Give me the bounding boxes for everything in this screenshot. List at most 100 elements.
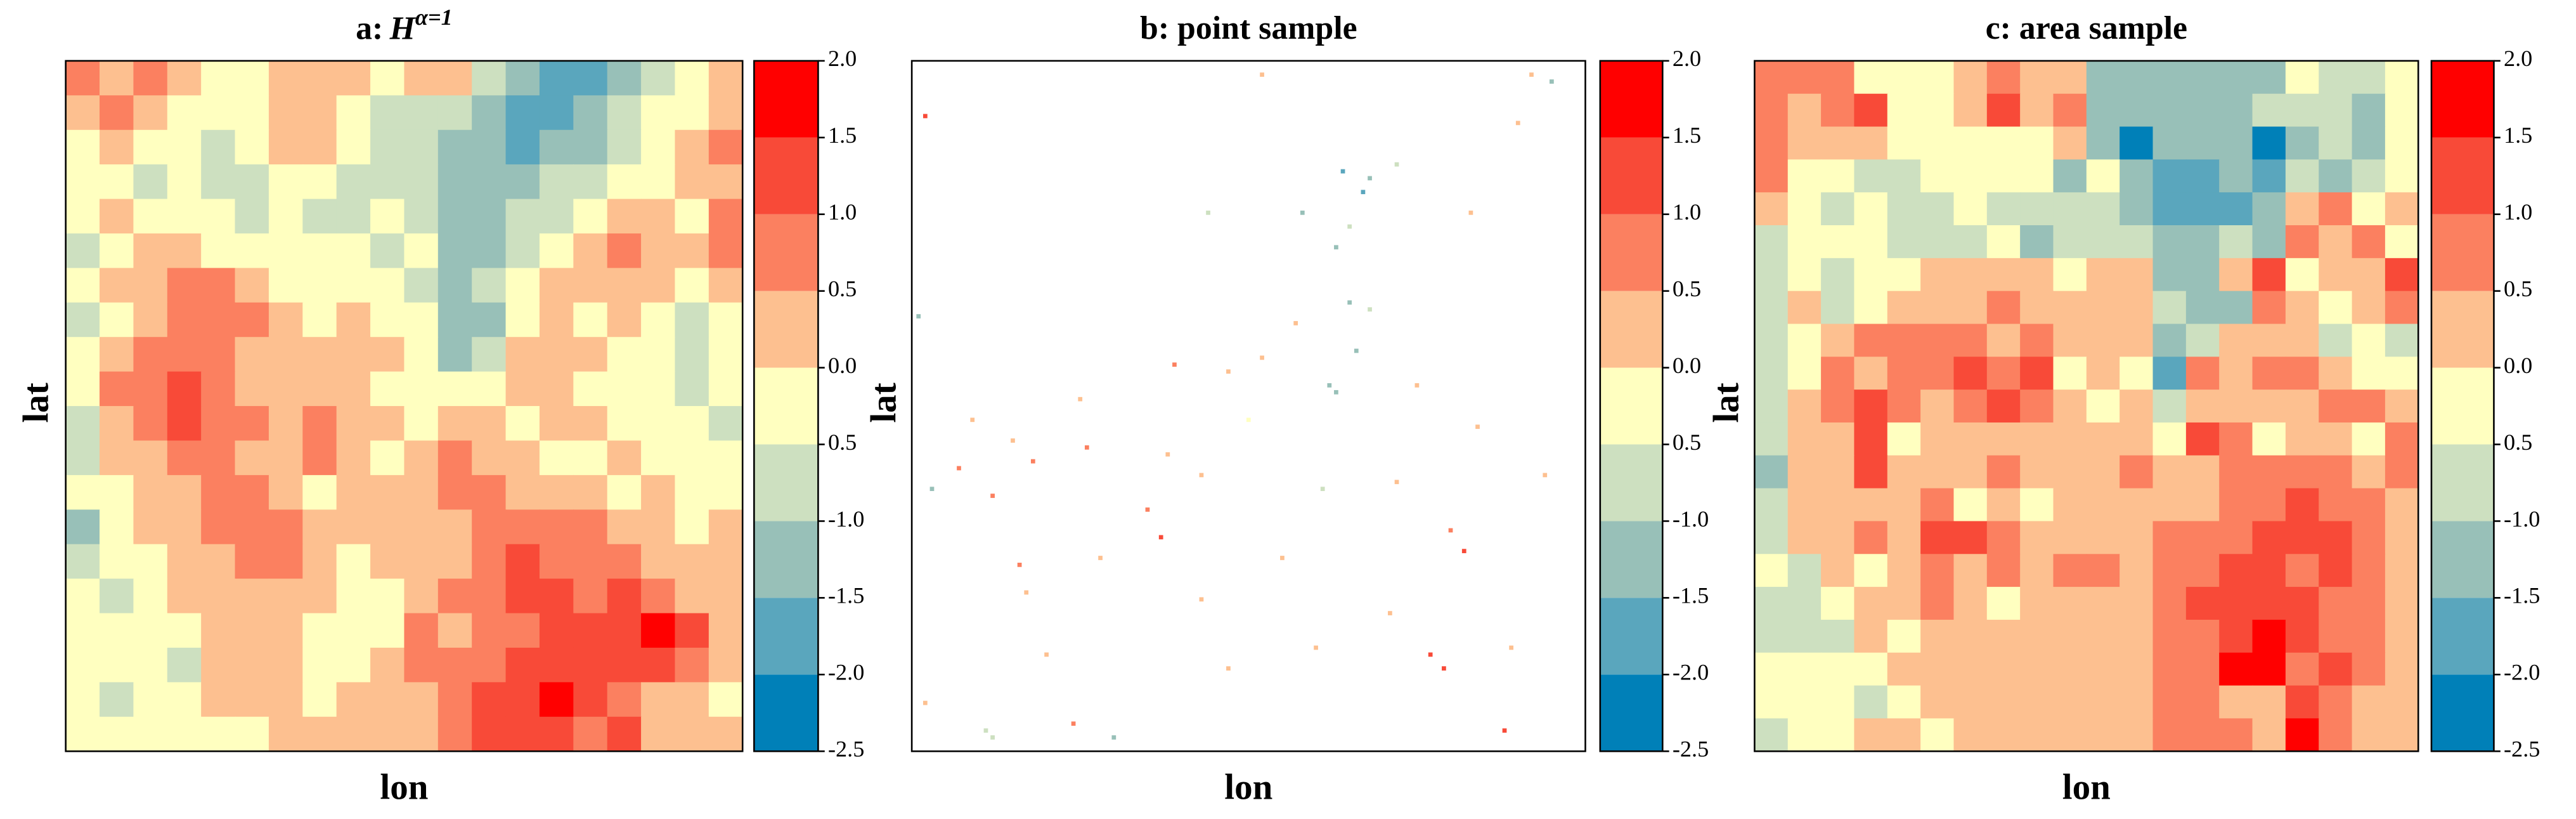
heatmap-cell: [2185, 488, 2220, 522]
heatmap-cell: [2120, 488, 2154, 522]
heatmap-cell: [675, 129, 709, 166]
heatmap-cell: [505, 164, 540, 200]
heatmap-cell: [2152, 554, 2187, 588]
heatmap-cell: [505, 716, 540, 752]
heatmap-cell: [1920, 652, 1955, 686]
heatmap-cell: [1920, 390, 1955, 424]
sample-point: [1165, 452, 1170, 457]
heatmap-cell: [2385, 718, 2419, 752]
sample-point: [1550, 79, 1554, 84]
colorbar-bin: [1600, 137, 1663, 214]
heatmap-cell: [2086, 685, 2121, 719]
heatmap-cell: [404, 199, 439, 235]
heatmap-cell: [302, 233, 337, 269]
heatmap-cell: [1787, 225, 1822, 259]
heatmap-cell: [100, 509, 134, 545]
heatmap-cell: [268, 337, 304, 372]
heatmap-cell: [167, 60, 202, 96]
heatmap-cell: [268, 579, 304, 614]
heatmap-cell: [607, 579, 642, 614]
sample-point: [983, 728, 988, 733]
heatmap-cell: [539, 406, 574, 442]
heatmap-cell: [2352, 390, 2386, 424]
heatmap-cell: [235, 233, 269, 269]
heatmap-cell: [2219, 718, 2253, 752]
colorbar-tick-label: -1.0: [2504, 506, 2540, 532]
heatmap-cell: [539, 60, 574, 96]
heatmap-cell: [2285, 291, 2320, 325]
heatmap-cell: [1821, 159, 1855, 193]
heatmap-cell: [1953, 291, 1988, 325]
heatmap-cell: [641, 475, 676, 511]
heatmap-cell: [2219, 390, 2253, 424]
heatmap-cell: [539, 682, 574, 717]
heatmap-cell: [2319, 718, 2353, 752]
heatmap-cell: [65, 579, 101, 614]
heatmap-cell: [539, 544, 574, 580]
heatmap-cell: [167, 613, 202, 649]
heatmap-cell: [404, 613, 439, 649]
heatmap-cell: [1854, 455, 1888, 489]
title-sup: α=1: [415, 4, 453, 30]
sample-point: [1011, 438, 1015, 443]
heatmap-cell: [336, 199, 372, 235]
heatmap-cell: [167, 233, 202, 269]
heatmap-cell: [2185, 126, 2220, 161]
heatmap-cell: [100, 475, 134, 511]
heatmap-cell: [2319, 192, 2353, 226]
heatmap-cell: [2152, 685, 2187, 719]
heatmap-cell: [641, 60, 676, 96]
heatmap-cell: [1953, 126, 1988, 161]
heatmap-cell: [505, 544, 540, 580]
heatmap-cell: [1887, 159, 1922, 193]
heatmap-cell: [1854, 258, 1888, 292]
colorbar-bin: [754, 521, 819, 598]
heatmap-cell: [2152, 324, 2187, 358]
heatmap-cell: [2385, 60, 2419, 95]
heatmap-cell: [573, 233, 608, 269]
heatmap-cell: [2319, 422, 2353, 456]
heatmap-cell: [268, 682, 304, 717]
x-axis-label: lon: [2062, 767, 2111, 807]
heatmap-cell: [505, 682, 540, 717]
heatmap-cell: [65, 337, 101, 372]
heatmap-cell: [235, 302, 269, 338]
heatmap-cell: [1854, 554, 1888, 588]
heatmap-cell: [641, 579, 676, 614]
heatmap-cell: [2086, 357, 2121, 391]
sample-point: [1388, 611, 1392, 615]
heatmap-cell: [2319, 324, 2353, 358]
heatmap-cell: [573, 95, 608, 131]
heatmap-cell: [2152, 225, 2187, 259]
heatmap-cell: [235, 440, 269, 476]
heatmap-cell: [2120, 225, 2154, 259]
heatmap-cell: [2185, 652, 2220, 686]
heatmap-cell: [404, 95, 439, 131]
heatmap-cell: [607, 647, 642, 683]
heatmap-cell: [2120, 291, 2154, 325]
heatmap-cell: [1821, 455, 1855, 489]
heatmap-cell: [2285, 718, 2320, 752]
heatmap-cell: [1854, 126, 1888, 161]
heatmap-cell: [472, 682, 507, 717]
heatmap-cell: [268, 647, 304, 683]
colorbar-bin: [754, 60, 819, 138]
colorbar-bin: [2431, 521, 2494, 598]
heatmap-cell: [2185, 159, 2220, 193]
heatmap-cell: [1754, 488, 1789, 522]
heatmap-cell: [505, 60, 540, 96]
heatmap-cell: [336, 475, 372, 511]
heatmap-cell: [1953, 488, 1988, 522]
heatmap-cell: [404, 164, 439, 200]
heatmap-cell: [100, 440, 134, 476]
heatmap-cell: [268, 371, 304, 407]
heatmap-cell: [1887, 652, 1922, 686]
heatmap-cell: [1920, 357, 1955, 391]
sample-point: [922, 700, 928, 705]
heatmap-cell: [1986, 554, 2021, 588]
heatmap-cell: [1787, 521, 1822, 555]
sample-point: [1172, 362, 1177, 367]
heatmap-cell: [437, 95, 473, 131]
heatmap-cell: [539, 302, 574, 338]
colorbar-bin: [754, 367, 819, 445]
